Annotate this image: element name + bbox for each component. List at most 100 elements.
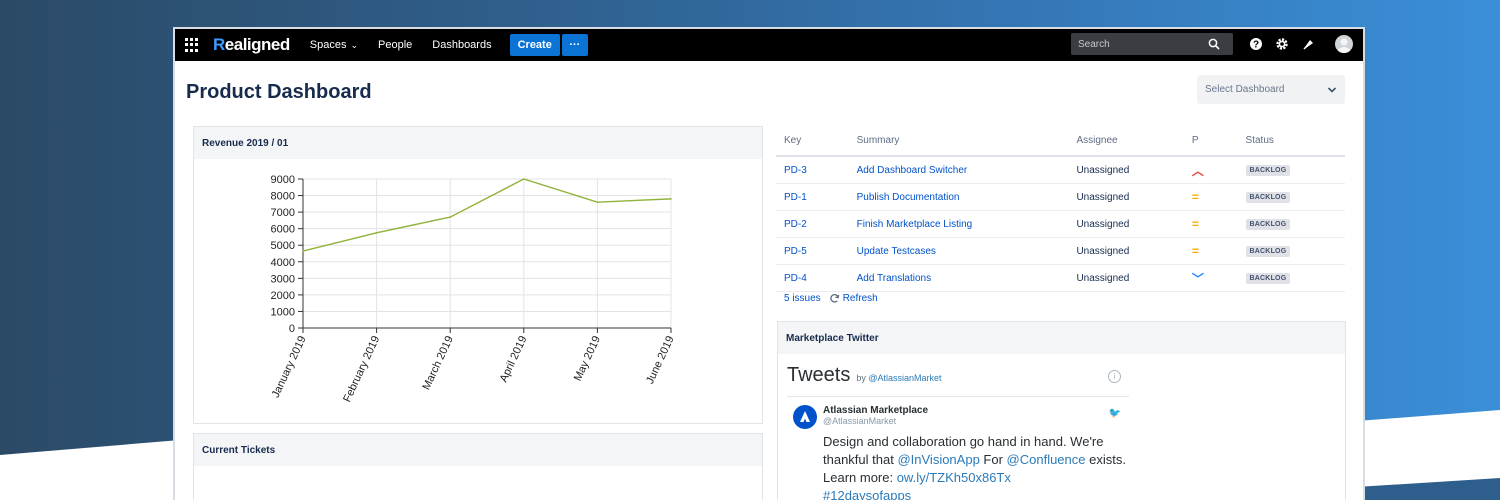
column-header-priority[interactable]: P — [1191, 135, 1199, 146]
tweets-byline: by @AtlassianMarket — [856, 373, 942, 383]
select-dashboard-dropdown[interactable]: Select Dashboard — [1197, 75, 1345, 104]
issue-summary-link[interactable]: Publish Documentation — [856, 191, 960, 203]
table-row: PD-2 Finish Marketplace Listing Unassign… — [776, 211, 1345, 238]
issue-assignee: Unassigned — [1076, 218, 1130, 230]
table-row: PD-3 Add Dashboard Switcher Unassigned ︿… — [776, 157, 1345, 184]
mention-link[interactable]: @Confluence — [1006, 452, 1086, 467]
page-title: Product Dashboard — [186, 81, 372, 103]
nav-people[interactable]: People — [378, 39, 413, 51]
table-row: PD-5 Update Testcases Unassigned = BACKL… — [776, 238, 1345, 265]
y-tick-label: 2000 — [271, 290, 295, 302]
y-tick-label: 9000 — [271, 174, 295, 186]
status-badge: BACKLOG — [1245, 219, 1291, 230]
notifications-icon[interactable] — [1302, 37, 1316, 51]
issue-key-link[interactable]: PD-4 — [784, 272, 807, 284]
more-button[interactable]: ··· — [561, 34, 588, 56]
select-dashboard-label: Select Dashboard — [1205, 84, 1285, 95]
x-tick-label: March 2019 — [420, 334, 455, 392]
twitter-bird-icon[interactable]: 🐦 — [1108, 408, 1121, 419]
search-icon[interactable] — [1208, 38, 1220, 50]
issue-summary-link[interactable]: Add Translations — [856, 272, 932, 284]
svg-text:?: ? — [1253, 40, 1259, 51]
issue-count-link[interactable]: 5 issues — [784, 293, 821, 304]
priority-low-icon: ﹀ — [1191, 271, 1204, 286]
mention-link[interactable]: @InVisionApp — [897, 452, 980, 467]
data-point — [670, 198, 672, 200]
tweet-text: Design and collaboration go hand in hand… — [823, 433, 1129, 500]
y-tick-label: 8000 — [271, 191, 295, 203]
x-tick-label: February 2019 — [341, 334, 382, 404]
help-icon[interactable]: ? — [1249, 37, 1263, 51]
column-header-status[interactable]: Status — [1245, 135, 1274, 146]
issue-summary-link[interactable]: Update Testcases — [856, 245, 936, 257]
column-header-assignee[interactable]: Assignee — [1076, 135, 1118, 146]
issues-footer: 5 issues Refresh — [784, 293, 878, 304]
avatar[interactable] — [1335, 35, 1353, 53]
background-shape — [0, 440, 180, 500]
issue-assignee: Unassigned — [1076, 245, 1130, 257]
y-tick-label: 0 — [289, 323, 295, 335]
issue-key-link[interactable]: PD-2 — [784, 218, 807, 230]
issue-assignee: Unassigned — [1076, 191, 1130, 203]
data-point — [375, 232, 378, 234]
y-tick-label: 7000 — [271, 207, 295, 219]
status-badge: BACKLOG — [1245, 192, 1291, 203]
series-line — [302, 178, 672, 252]
app-switcher-icon[interactable] — [185, 38, 199, 52]
status-badge: BACKLOG — [1245, 165, 1291, 176]
tweets-widget: Tweets by @AtlassianMarket i 🐦 Atlassian… — [787, 364, 1129, 500]
y-tick-label: 3000 — [271, 273, 295, 285]
tweet-author-name[interactable]: Atlassian Marketplace — [823, 405, 929, 416]
issue-key-link[interactable]: PD-1 — [784, 191, 807, 203]
revenue-panel-title: Revenue 2019 / 01 — [194, 127, 762, 159]
y-tick-label: 5000 — [271, 240, 295, 252]
y-tick-label: 1000 — [271, 306, 295, 318]
x-tick-label: April 2019 — [498, 334, 530, 384]
current-tickets-panel: Current Tickets — [193, 433, 763, 500]
issues-table: Key Summary Assignee P Status PD-3 Add D… — [776, 126, 1345, 292]
table-header: Key Summary Assignee P Status — [776, 126, 1345, 157]
tweets-title: Tweets — [787, 364, 851, 386]
priority-high-icon: ︿ — [1191, 163, 1204, 178]
table-row: PD-1 Publish Documentation Unassigned = … — [776, 184, 1345, 211]
tweets-header: Tweets by @AtlassianMarket i — [787, 364, 1129, 397]
data-point — [302, 250, 304, 252]
y-tick-label: 6000 — [271, 224, 295, 236]
top-navigation-bar: Realigned Spaces ⌄ People Dashboards Crea… — [175, 29, 1363, 61]
revenue-line-chart: 0 1000 2000 3000 4000 5000 6000 7000 8000 9000 Jan… — [270, 174, 677, 404]
priority-medium-icon: = — [1191, 190, 1199, 204]
refresh-icon[interactable] — [829, 293, 840, 304]
priority-medium-icon: = — [1191, 217, 1199, 231]
twitter-panel-title: Marketplace Twitter — [778, 322, 1345, 354]
data-point — [596, 201, 599, 203]
marketplace-twitter-panel: Marketplace Twitter Tweets by @Atlassian… — [777, 321, 1346, 500]
tweet-url-link[interactable]: ow.ly/TZKh50x86Tx — [896, 470, 1011, 485]
x-tick-label: May 2019 — [572, 334, 603, 383]
column-header-key[interactable]: Key — [784, 135, 802, 146]
tweets-by-handle-link[interactable]: @AtlassianMarket — [868, 373, 942, 383]
nav-spaces[interactable]: Spaces ⌄ — [309, 39, 358, 51]
hashtag-link[interactable]: #12daysofapps — [823, 488, 912, 500]
info-icon[interactable]: i — [1108, 370, 1121, 383]
revenue-panel: Revenue 2019 / 01 0 1000 2000 3000 4000 5000 6… — [193, 126, 763, 424]
issue-summary-link[interactable]: Add Dashboard Switcher — [856, 164, 968, 176]
create-button[interactable]: Create — [509, 34, 560, 56]
tweet-author-handle[interactable]: @AtlassianMarket — [823, 416, 897, 426]
data-point — [449, 216, 451, 218]
x-tick-label: June 2019 — [644, 334, 677, 386]
data-point — [523, 178, 525, 180]
issue-assignee: Unassigned — [1076, 164, 1130, 176]
status-badge: BACKLOG — [1245, 273, 1291, 284]
tweet-author[interactable]: Atlassian Marketplace @AtlassianMarket — [787, 405, 1129, 429]
app-window: Realigned Spaces ⌄ People Dashboards Crea… — [173, 27, 1365, 500]
issue-key-link[interactable]: PD-3 — [784, 164, 807, 176]
column-header-summary[interactable]: Summary — [856, 135, 900, 146]
search-input[interactable] — [1071, 37, 1208, 51]
app-logo[interactable]: Realigned — [213, 35, 290, 54]
nav-dashboards[interactable]: Dashboards — [432, 39, 492, 51]
gear-icon[interactable] — [1275, 37, 1289, 51]
issue-key-link[interactable]: PD-5 — [784, 245, 807, 257]
refresh-link[interactable]: Refresh — [842, 293, 878, 304]
status-badge: BACKLOG — [1245, 246, 1291, 257]
issue-summary-link[interactable]: Finish Marketplace Listing — [856, 218, 973, 230]
